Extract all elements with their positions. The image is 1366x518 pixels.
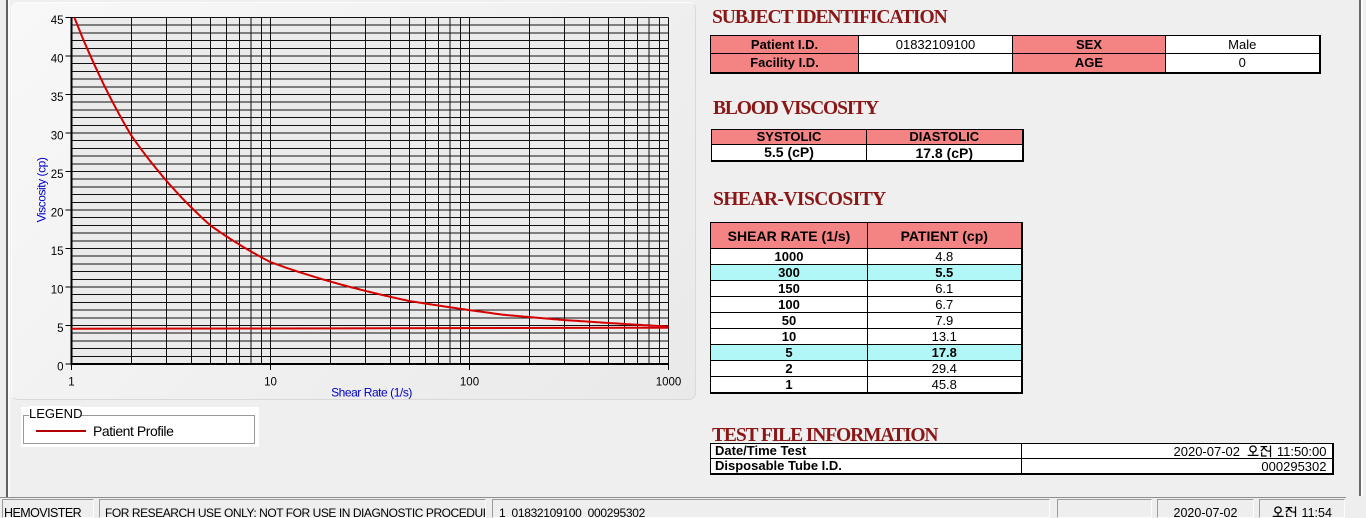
svg-text:1: 1 [68,377,74,389]
svg-text:40: 40 [51,54,64,66]
svg-text:Shear Rate (1/s): Shear Rate (1/s) [331,386,412,400]
svg-text:30: 30 [51,131,64,143]
svg-text:20: 20 [51,208,64,220]
svg-text:10: 10 [51,285,64,297]
svg-text:25: 25 [51,169,64,181]
svg-text:15: 15 [51,246,64,258]
svg-text:5: 5 [57,323,63,335]
svg-text:0: 0 [57,362,63,374]
svg-text:Viscosity (cp): Viscosity (cp) [35,157,49,222]
svg-text:35: 35 [51,92,64,104]
svg-text:45: 45 [51,15,64,27]
svg-text:10: 10 [264,377,277,389]
svg-text:100: 100 [460,377,479,389]
svg-text:1000: 1000 [656,377,682,389]
